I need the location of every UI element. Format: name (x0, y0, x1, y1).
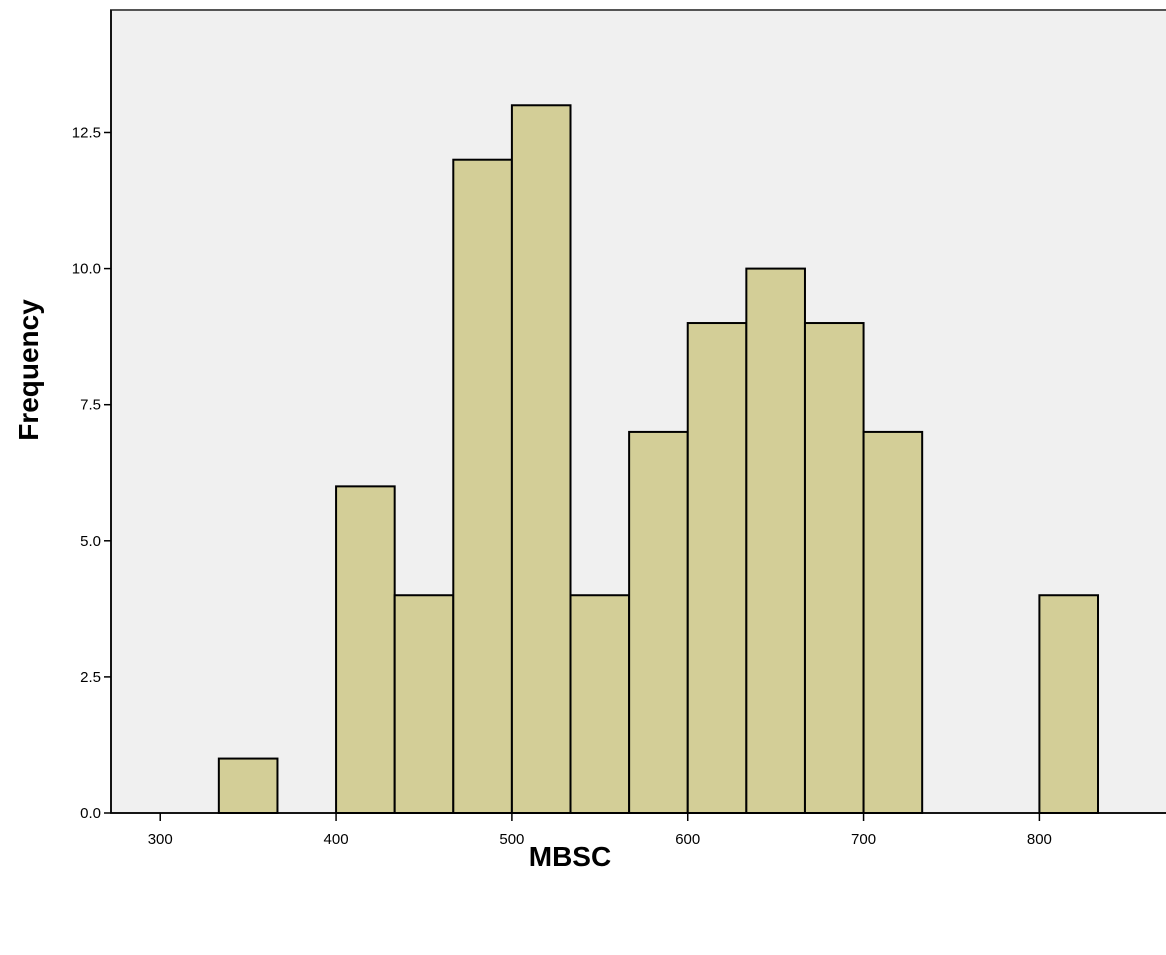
histogram-bar-3 (452, 158, 513, 815)
y-tick-label: 10.0 (72, 261, 101, 278)
x-tick-label: 700 (851, 831, 876, 848)
y-tick-label: 7.5 (80, 397, 101, 414)
histogram-bar-1 (335, 485, 396, 814)
y-tick-label: 5.0 (80, 533, 101, 550)
y-tick-label: 2.5 (80, 669, 101, 686)
histogram-bar-10 (862, 430, 924, 814)
y-axis: 0.0 2.5 5.0 7.5 10.0 12.5 (72, 10, 112, 822)
bars-group (217, 104, 1100, 815)
histogram-bar-8 (745, 267, 806, 815)
histogram-bar-7 (686, 322, 748, 814)
x-tick-label: 300 (148, 831, 173, 848)
y-tick-label: 0.0 (80, 805, 101, 822)
histogram-bar-5 (569, 594, 631, 815)
histogram-bar-11 (1038, 594, 1100, 815)
histogram-bar-6 (628, 430, 689, 814)
x-axis: 300 400 500 600 700 800 (111, 812, 1166, 848)
x-tick-label: 600 (675, 831, 700, 848)
x-axis-title: MBSC (529, 841, 611, 872)
y-axis-title: Frequency (13, 299, 44, 441)
x-tick-label: 400 (324, 831, 349, 848)
histogram-bar-0 (217, 757, 279, 815)
x-tick-label: 500 (499, 831, 524, 848)
histogram-bar-2 (393, 594, 455, 815)
histogram-bar-9 (803, 322, 865, 814)
histogram-bar-4 (510, 104, 572, 815)
x-tick-label: 800 (1027, 831, 1052, 848)
y-tick-label: 12.5 (72, 124, 101, 141)
